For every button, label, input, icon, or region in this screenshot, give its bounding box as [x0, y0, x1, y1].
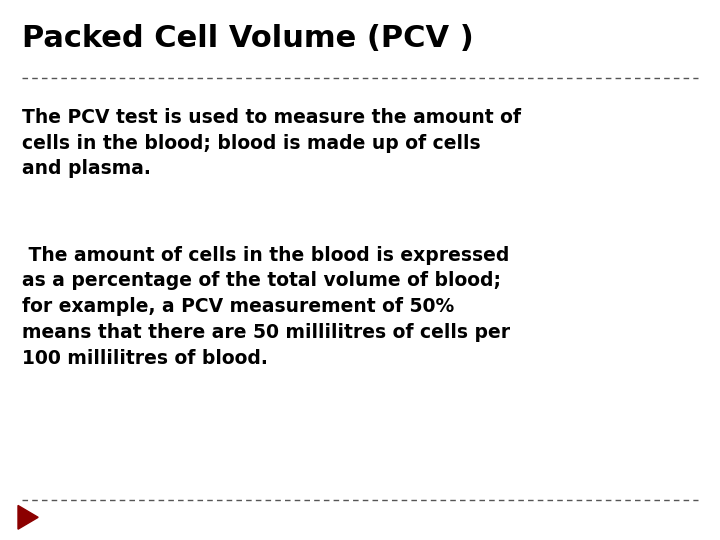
Text: The PCV test is used to measure the amount of
cells in the blood; blood is made : The PCV test is used to measure the amou… [22, 108, 521, 179]
Polygon shape [18, 505, 38, 529]
Text: The amount of cells in the blood is expressed
as a percentage of the total volum: The amount of cells in the blood is expr… [22, 246, 510, 368]
Text: Packed Cell Volume (PCV ): Packed Cell Volume (PCV ) [22, 24, 473, 53]
